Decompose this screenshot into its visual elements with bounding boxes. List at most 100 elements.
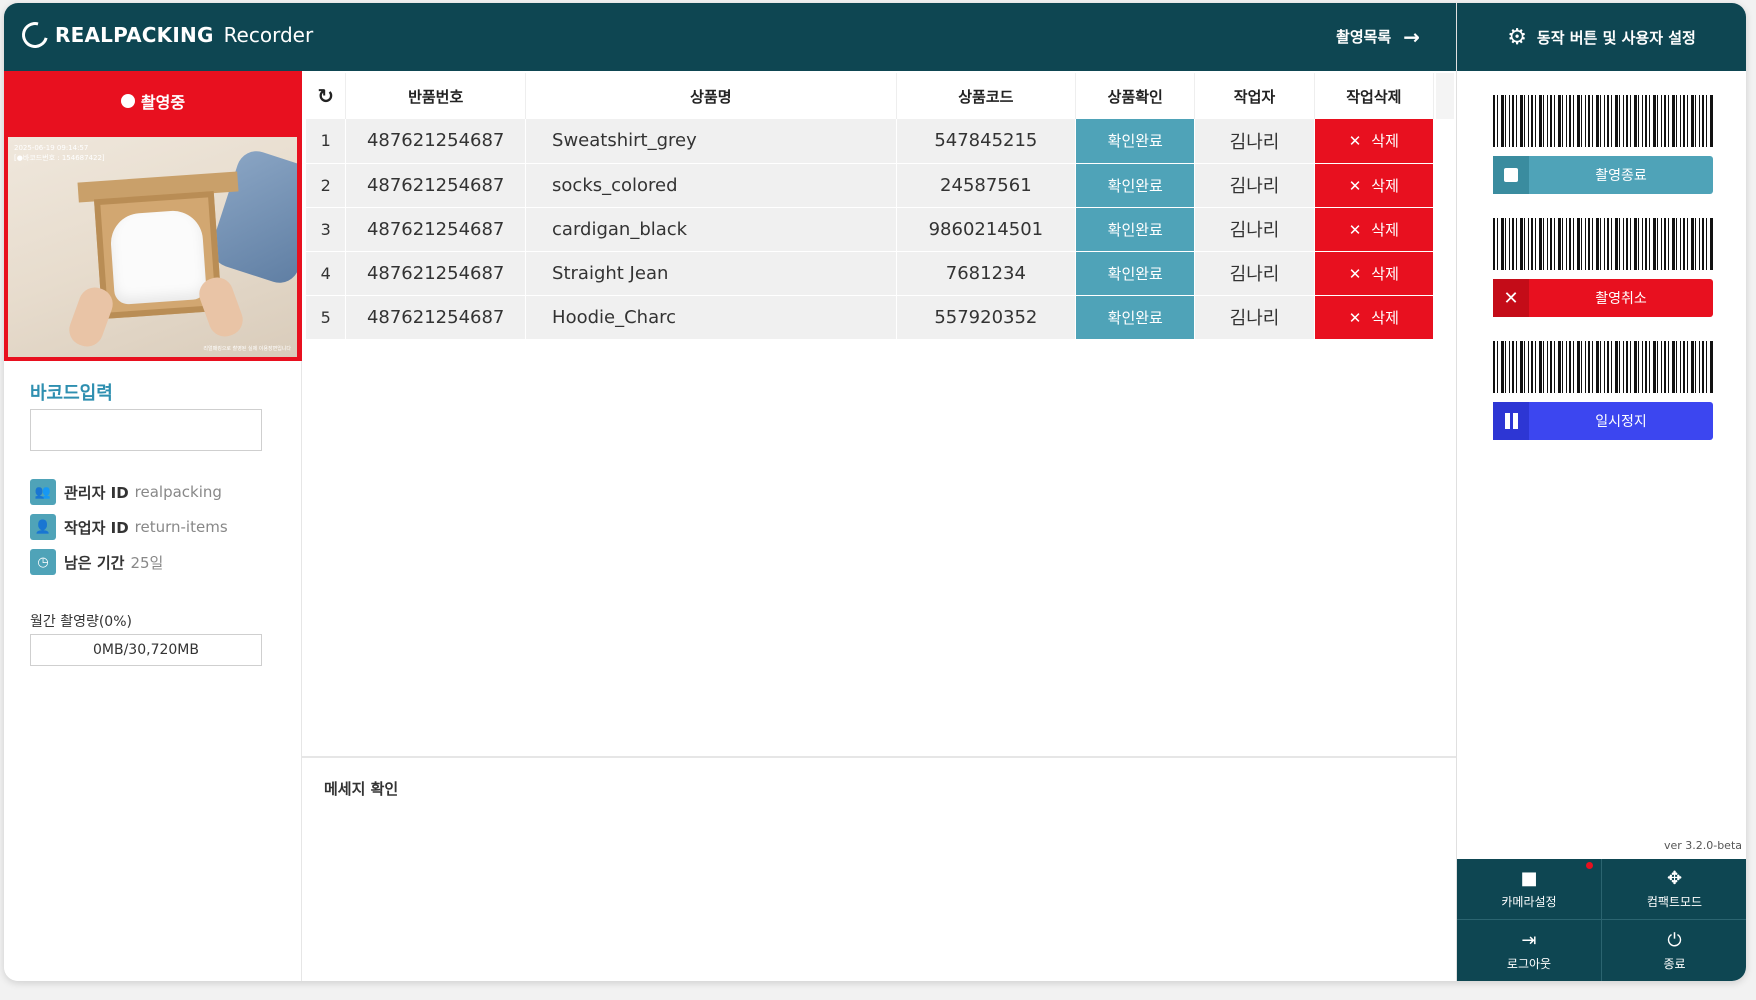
product-code: 547845215 [896, 119, 1077, 164]
video-camera-icon: ■ [1520, 868, 1538, 889]
close-icon: ✕ [1348, 220, 1362, 239]
delete-button[interactable]: ✕ 삭제 [1314, 119, 1435, 164]
delete-button[interactable]: ✕ 삭제 [1314, 251, 1435, 296]
row-number: 5 [306, 295, 347, 340]
cancel-recording-label: 촬영취소 [1595, 291, 1647, 307]
barcode-input-label: 바코드입력 [30, 383, 113, 404]
returns-table: ↻ 반품번호 상품명 상품코드 상품확인 작업자 작업삭제 1 48762125… [306, 73, 1435, 340]
delete-label: 삭제 [1371, 220, 1399, 239]
table-scrollbar[interactable] [1436, 73, 1454, 119]
version-label: ver 3.2.0-beta [1663, 839, 1742, 852]
main-content: ↻ 반품번호 상품명 상품코드 상품확인 작업자 작업삭제 1 48762125… [302, 71, 1456, 981]
pause-icon [1493, 402, 1529, 440]
recording-dot-icon [120, 94, 135, 108]
recording-list-link[interactable]: 촬영목록 → [1336, 26, 1420, 47]
exit-label: 종료 [1663, 956, 1686, 971]
check-complete-button[interactable]: 확인완료 [1075, 207, 1196, 252]
return-number: 487621254687 [345, 207, 527, 252]
col-header-return-no: 반품번호 [345, 73, 527, 119]
logout-icon: ⇥ [1521, 929, 1537, 951]
delete-label: 삭제 [1371, 264, 1399, 283]
app-window: REALPACKING Recorder 촬영목록 → 촬영중 2025-06-… [4, 3, 1746, 981]
camera-preview-box: 촬영중 2025-06-19 09:14:57 [●바코드번호 : 154687… [4, 71, 302, 361]
delete-label: 삭제 [1371, 176, 1399, 195]
top-header: REALPACKING Recorder 촬영목록 → [4, 3, 1456, 71]
table-row: 2 487621254687 socks_colored 24587561 확인… [306, 163, 1435, 208]
check-complete-button[interactable]: 확인완료 [1075, 119, 1196, 164]
product-code: 9860214501 [896, 207, 1077, 252]
admin-id-value: realpacking [134, 483, 222, 501]
pause-label: 일시정지 [1595, 414, 1647, 430]
compress-icon: ✥ [1666, 868, 1683, 889]
delete-button[interactable]: ✕ 삭제 [1314, 295, 1435, 340]
preview-hand-right [194, 272, 248, 342]
row-number: 1 [306, 119, 347, 164]
barcode-image [1493, 218, 1713, 270]
table-row: 4 487621254687 Straight Jean 7681234 확인완… [306, 251, 1435, 296]
table-row: 5 487621254687 Hoodie_Charc 557920352 확인… [306, 295, 1435, 340]
col-header-product-name: 상품명 [525, 73, 897, 119]
preview-footer: 리얼패킹으로 촬영된 실제 이용장면입니다 [203, 346, 291, 352]
remaining-period-row: ◷ 남은 기간 25일 [30, 549, 163, 575]
remaining-period-value: 25일 [130, 553, 164, 572]
barcode-input[interactable] [30, 409, 262, 451]
recording-status-label: 촬영중 [140, 93, 186, 112]
close-icon: ✕ [1493, 279, 1529, 317]
barcode-image [1493, 341, 1713, 393]
product-name: socks_colored [525, 163, 897, 208]
row-number: 2 [306, 163, 347, 208]
check-complete-button[interactable]: 확인완료 [1075, 251, 1196, 296]
admin-id-row: 👥 관리자 ID realpacking [30, 479, 222, 505]
camera-settings-button[interactable]: ■ 카메라설정 [1457, 859, 1602, 920]
worker-name: 김나리 [1194, 251, 1315, 296]
action-settings-button[interactable]: ⚙ 동작 버튼 및 사용자 설정 [1457, 3, 1746, 71]
preview-jeans [206, 146, 297, 288]
right-panel: ⚙ 동작 버튼 및 사용자 설정 촬영종료 ✕ 촬영취소 일시정지 ver [1456, 3, 1746, 981]
worker-name: 김나리 [1194, 295, 1315, 340]
left-panel: 촬영중 2025-06-19 09:14:57 [●바코드번호 : 154687… [4, 71, 302, 981]
table-row: 1 487621254687 Sweatshirt_grey 547845215… [306, 119, 1435, 164]
close-icon: ✕ [1348, 176, 1362, 195]
monthly-usage-label: 월간 촬영량(0%) [30, 614, 132, 630]
compact-mode-button[interactable]: ✥ 컴팩트모드 [1602, 859, 1746, 920]
cancel-recording-block: ✕ 촬영취소 [1493, 218, 1713, 317]
col-header-product-code: 상품코드 [896, 73, 1077, 119]
cancel-recording-button[interactable]: ✕ 촬영취소 [1493, 279, 1713, 317]
close-icon: ✕ [1348, 308, 1362, 327]
table-row: 3 487621254687 cardigan_black 9860214501… [306, 207, 1435, 252]
exit-button[interactable]: ⏻ 종료 [1602, 920, 1746, 981]
row-number: 4 [306, 251, 347, 296]
delete-label: 삭제 [1371, 308, 1399, 327]
gear-icon: ⚙ [1507, 24, 1527, 50]
camera-preview: 2025-06-19 09:14:57 [●바코드번호 : 154687422]… [8, 137, 297, 357]
product-name: cardigan_black [525, 207, 897, 252]
refresh-button[interactable]: ↻ [306, 73, 347, 119]
worker-id-value: return-items [134, 518, 228, 536]
table-header-row: ↻ 반품번호 상품명 상품코드 상품확인 작업자 작업삭제 [306, 73, 1435, 119]
message-area: 메세지 확인 [302, 756, 1456, 981]
clock-icon: ◷ [30, 549, 56, 575]
check-complete-button[interactable]: 확인완료 [1075, 163, 1196, 208]
pause-button[interactable]: 일시정지 [1493, 402, 1713, 440]
worker-name: 김나리 [1194, 207, 1315, 252]
monthly-usage-value: 0MB/30,720MB [30, 634, 262, 666]
product-code: 7681234 [896, 251, 1077, 296]
logout-button[interactable]: ⇥ 로그아웃 [1457, 920, 1602, 981]
stop-recording-block: 촬영종료 [1493, 95, 1713, 194]
worker-name: 김나리 [1194, 119, 1315, 164]
delete-button[interactable]: ✕ 삭제 [1314, 163, 1435, 208]
product-code: 24587561 [896, 163, 1077, 208]
col-header-delete: 작업삭제 [1314, 73, 1435, 119]
close-icon: ✕ [1348, 132, 1362, 151]
logo-ring-icon [17, 17, 53, 53]
worker-name: 김나리 [1194, 163, 1315, 208]
logo-subtitle: Recorder [223, 23, 314, 47]
power-icon: ⏻ [1667, 929, 1682, 951]
return-number: 487621254687 [345, 295, 527, 340]
admin-id-key: 관리자 ID [64, 483, 129, 502]
remaining-period-key: 남은 기간 [64, 553, 125, 572]
delete-button[interactable]: ✕ 삭제 [1314, 207, 1435, 252]
stop-recording-button[interactable]: 촬영종료 [1493, 156, 1713, 194]
check-complete-button[interactable]: 확인완료 [1075, 295, 1196, 340]
app-logo: REALPACKING Recorder [17, 17, 314, 53]
